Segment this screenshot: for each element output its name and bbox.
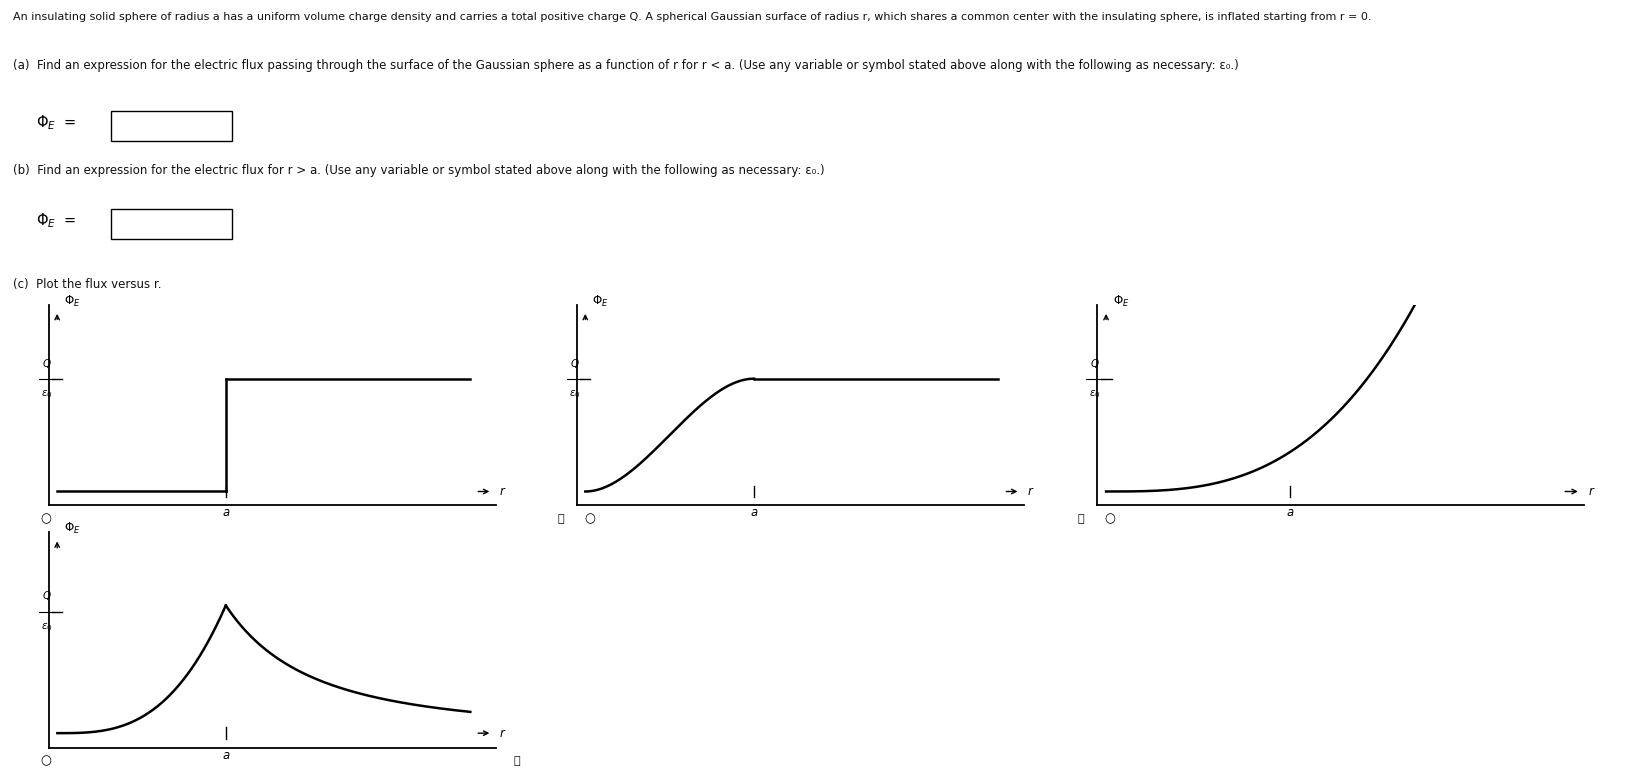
Text: $a$: $a$ xyxy=(749,506,759,519)
Text: $Q$: $Q$ xyxy=(570,357,580,370)
Text: $Q$: $Q$ xyxy=(1090,357,1100,370)
Text: ⓘ: ⓘ xyxy=(514,756,520,766)
Text: ○: ○ xyxy=(585,513,595,525)
Text: ⓘ: ⓘ xyxy=(1077,514,1084,524)
Text: $r$: $r$ xyxy=(499,727,507,740)
Text: $\Phi_E$  =: $\Phi_E$ = xyxy=(36,211,76,230)
Text: $r$: $r$ xyxy=(1027,485,1035,498)
Text: $\Phi_E$: $\Phi_E$ xyxy=(63,521,81,536)
Text: $\epsilon_0$: $\epsilon_0$ xyxy=(1089,388,1100,399)
Text: $\epsilon_0$: $\epsilon_0$ xyxy=(569,388,582,399)
Text: $r$: $r$ xyxy=(1588,485,1596,498)
Text: ○: ○ xyxy=(41,755,50,767)
Text: $\Phi_E$: $\Phi_E$ xyxy=(63,294,81,309)
Text: $\Phi_E$: $\Phi_E$ xyxy=(1113,294,1129,309)
Text: $Q$: $Q$ xyxy=(42,357,52,370)
Text: An insulating solid sphere of radius a has a uniform volume charge density and c: An insulating solid sphere of radius a h… xyxy=(13,12,1372,22)
Text: $a$: $a$ xyxy=(221,749,231,762)
Text: $Q$: $Q$ xyxy=(42,589,52,602)
Text: (b)  Find an expression for the electric flux for r > a. (Use any variable or sy: (b) Find an expression for the electric … xyxy=(13,164,824,178)
Text: $\epsilon_0$: $\epsilon_0$ xyxy=(41,388,54,399)
Text: $a$: $a$ xyxy=(221,506,231,519)
Text: ○: ○ xyxy=(41,513,50,525)
Text: (a)  Find an expression for the electric flux passing through the surface of the: (a) Find an expression for the electric … xyxy=(13,59,1238,72)
Text: $\Phi_E$: $\Phi_E$ xyxy=(592,294,609,309)
Text: (c)  Plot the flux versus r.: (c) Plot the flux versus r. xyxy=(13,278,161,291)
Text: ○: ○ xyxy=(1105,513,1115,525)
Text: $\Phi_E$  =: $\Phi_E$ = xyxy=(36,114,76,132)
Text: $\epsilon_0$: $\epsilon_0$ xyxy=(41,621,54,633)
Text: $r$: $r$ xyxy=(499,485,507,498)
Text: $a$: $a$ xyxy=(1285,506,1294,519)
Text: ⓘ: ⓘ xyxy=(557,514,564,524)
